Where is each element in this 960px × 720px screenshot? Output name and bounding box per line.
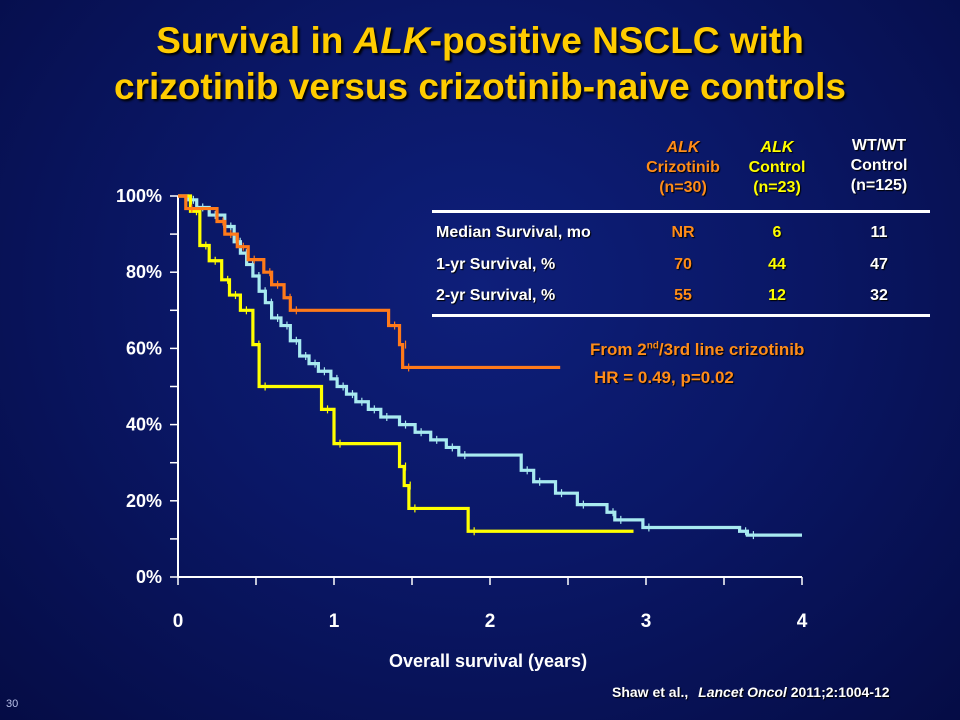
y-tick-label: 60% [126,338,162,358]
table-col-header-2: ALK Control (n=23) [748,139,806,196]
cell-median-alk-control: 6 [772,224,782,241]
table-header-rule [432,210,930,213]
chart-series [178,194,802,540]
slide-title: Survival in ALK-positive NSCLC with criz… [0,18,960,110]
cell-1yr-alk-control: 44 [768,256,786,273]
cell-2yr-wt-control: 32 [870,287,888,304]
cell-median-wt-control: 11 [870,224,888,241]
row-label-median: Median Survival, mo [436,224,591,241]
cell-1yr-wt-control: 47 [870,256,888,273]
hazard-ratio-annotation: HR = 0.49, p=0.02 [594,368,734,387]
title-line-1: Survival in ALK-positive NSCLC with [156,20,804,61]
x-tick-label: 1 [329,611,340,632]
x-tick-label: 3 [641,611,652,632]
table-col-header-3: WT/WT Control (n=125) [850,137,908,194]
x-tick-label: 2 [485,611,496,632]
y-tick-label: 0% [136,567,162,587]
series-line-wt-wt-control [178,194,802,537]
line-annotation: From 2nd/3rd line crizotinib [590,340,805,359]
cell-2yr-crizotinib: 55 [674,287,692,304]
citation: Shaw et al., Lancet Oncol 2011;2:1004-12 [612,684,890,700]
table-col-header-1: ALK Crizotinib (n=30) [646,139,720,196]
cell-2yr-alk-control: 12 [768,287,786,304]
cell-1yr-crizotinib: 70 [674,256,692,273]
x-axis-label: Overall survival (years) [389,651,587,671]
x-tick-label: 4 [797,611,808,632]
y-tick-label: 40% [126,415,162,435]
series-line-alk-crizotinib [178,194,561,370]
row-label-1yr: 1-yr Survival, % [436,256,556,273]
x-tick-label: 0 [173,611,184,632]
row-label-2yr: 2-yr Survival, % [436,287,556,304]
y-tick-label: 20% [126,491,162,511]
y-tick-label: 100% [116,186,162,206]
series-line-alk-control [178,194,634,533]
cell-median-crizotinib: NR [671,224,695,241]
title-line-2: crizotinib versus crizotinib-naive contr… [114,66,846,107]
table-bottom-rule [432,314,930,317]
y-tick-label: 80% [126,262,162,282]
chart-axes: 0%20%40%60%80%100%0 1 2 3 4 [116,186,808,632]
slide-number: 30 [6,698,19,710]
